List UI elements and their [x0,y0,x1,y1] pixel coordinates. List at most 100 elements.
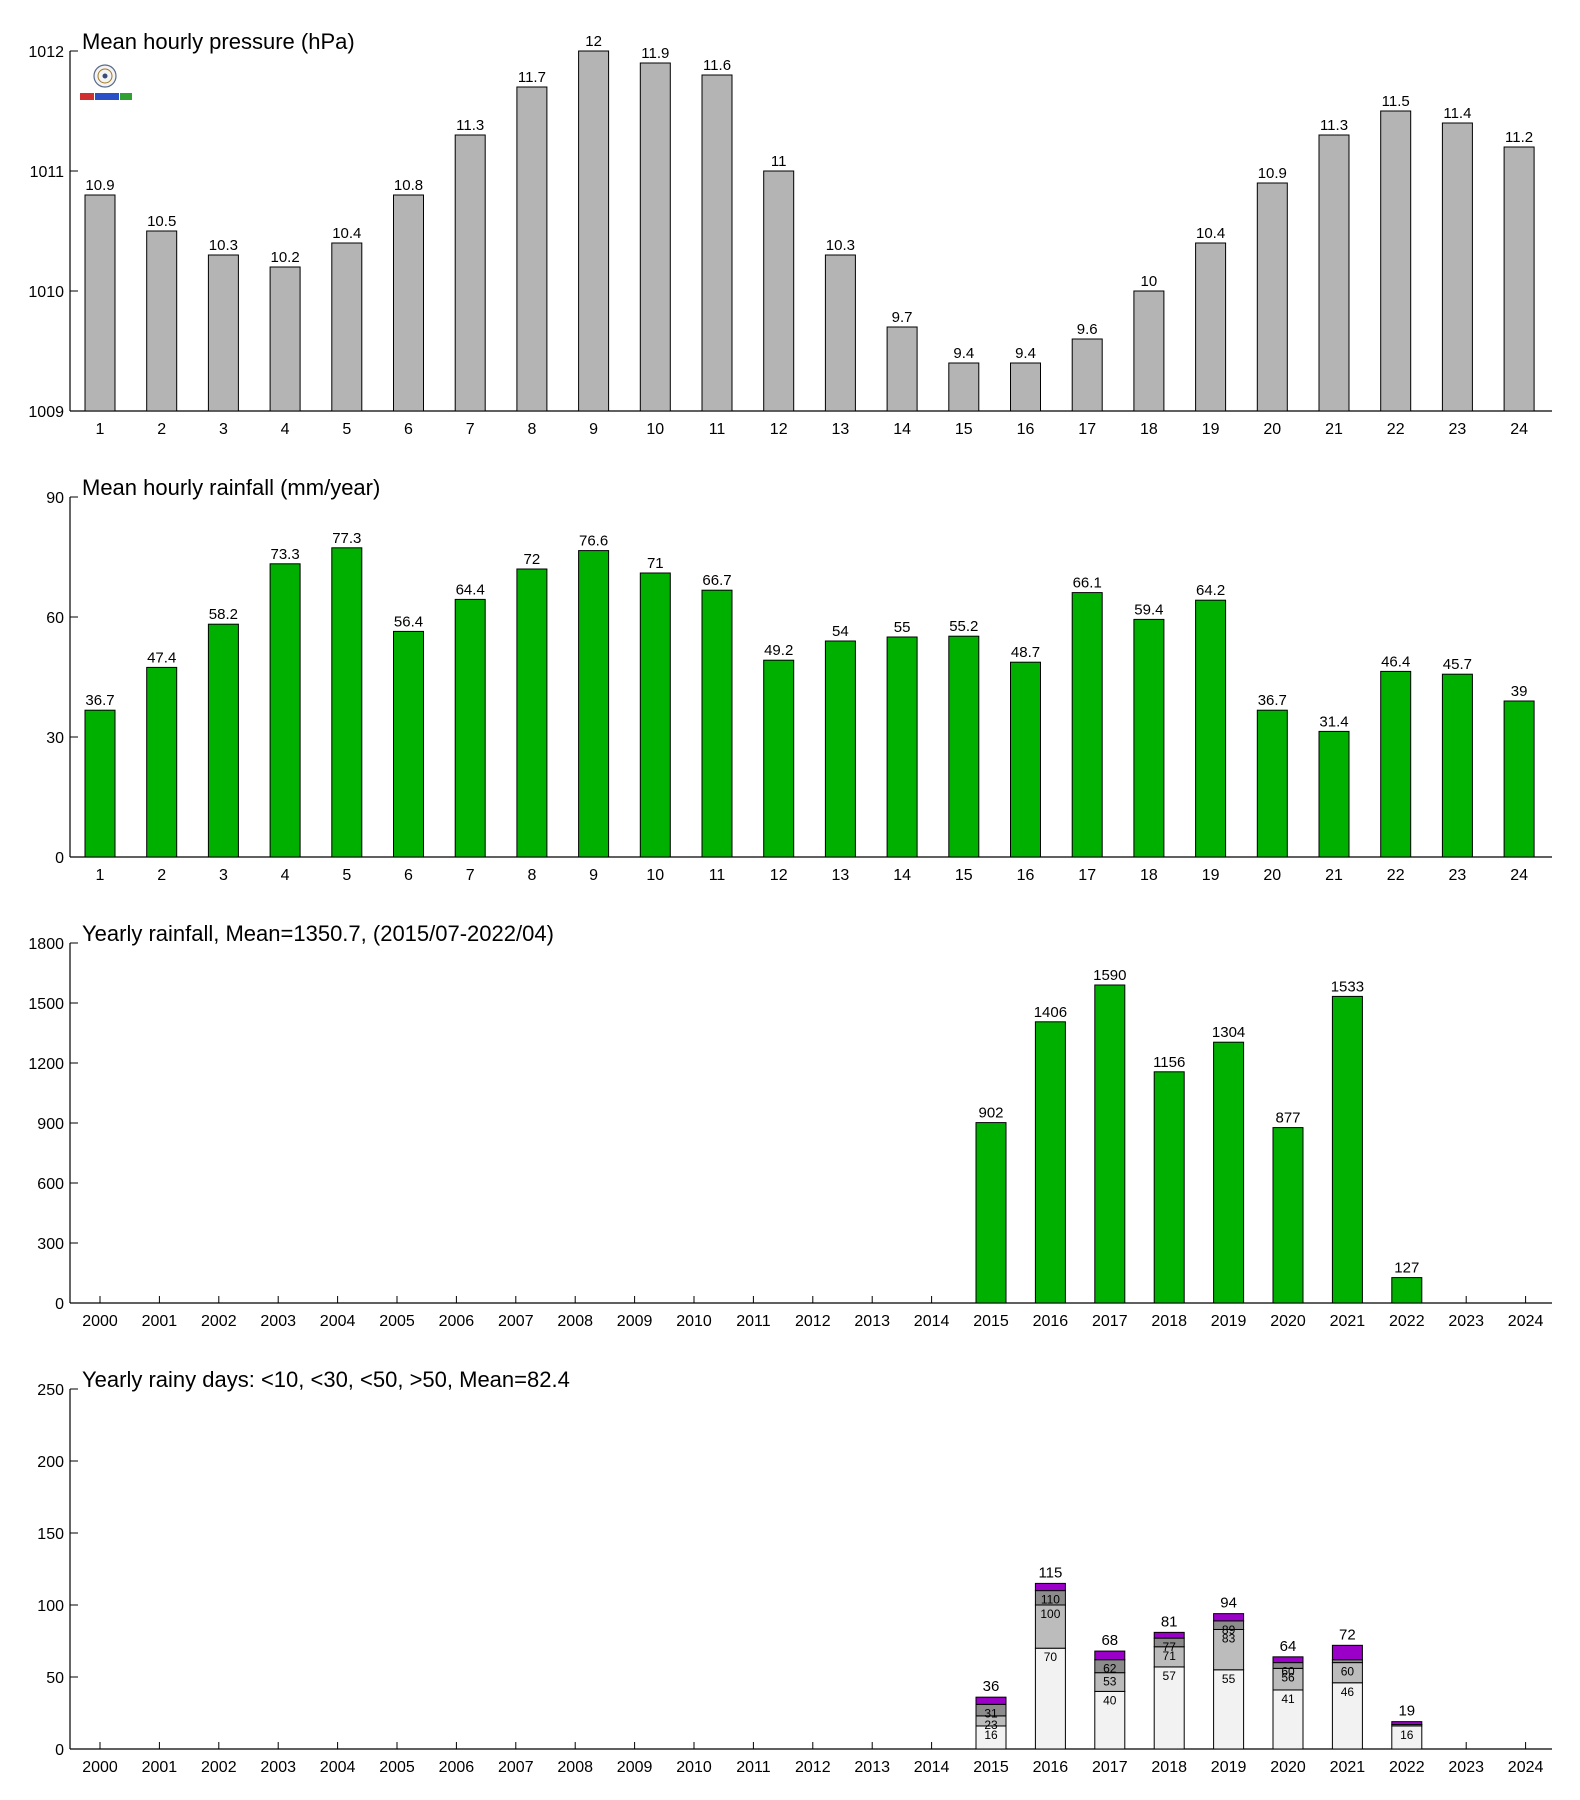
x-tick-label: 2021 [1330,1313,1366,1330]
data-label: 1533 [1331,978,1364,995]
bar-segment [1153,1666,1185,1750]
x-tick-label: 2005 [379,1313,415,1330]
x-tick-label: 5 [342,421,351,438]
x-tick-label: 2013 [854,1313,890,1330]
x-tick-label: 2008 [557,1759,593,1776]
bar [1071,592,1103,858]
data-label: 72 [524,551,541,568]
y-tick-label: 100 [37,1598,64,1615]
y-tick-label: 30 [46,730,64,747]
y-tick-label: 1200 [28,1056,64,1073]
x-tick-label: 2008 [557,1313,593,1330]
bar [1380,110,1412,412]
data-label: 10.9 [85,177,114,194]
data-label: 58.2 [209,606,238,623]
x-tick-label: 9 [589,867,598,884]
x-tick-label: 2004 [320,1759,356,1776]
data-label: 81 [1161,1613,1178,1630]
x-tick-label: 1 [96,867,105,884]
x-tick-label: 2004 [320,1313,356,1330]
y-tick-label: 900 [37,1116,64,1133]
segment-label: 56 [1281,1670,1295,1684]
bar [1272,1127,1304,1304]
bar [1034,1021,1066,1304]
panel-yearly-rain: 0 300 600 900 1200 1500 1800 2000 2001 2002 2003 20… [28,921,1552,1330]
data-label: 71 [647,555,664,572]
x-tick-label: 2 [157,867,166,884]
bar [1441,673,1473,858]
bar [948,635,980,858]
x-tick-label: 19 [1202,421,1220,438]
y-tick-label: 250 [37,1382,64,1399]
bar [1153,1071,1185,1304]
segment-label: 23 [984,1718,998,1732]
bar [1133,290,1165,412]
data-label: 36 [983,1678,1000,1695]
bar-segment [1331,1644,1363,1661]
x-tick-label: 2017 [1092,1759,1128,1776]
data-label: 877 [1275,1110,1300,1127]
bar [1071,338,1103,412]
chart-title: Yearly rainfall, Mean=1350.7, (2015/07-2… [82,921,554,946]
bar [516,86,548,412]
x-tick-label: 2024 [1508,1759,1544,1776]
data-label: 11.5 [1382,93,1410,110]
segment-label: 70 [1044,1650,1058,1664]
x-tick-label: 1 [96,421,105,438]
bar [1318,134,1350,412]
data-label: 59.4 [1134,601,1163,618]
data-label: 54 [832,623,849,640]
logo-emblem [80,64,132,100]
x-tick-label: 2002 [201,1313,237,1330]
data-label: 9.6 [1077,321,1098,338]
segment-label: 55 [1222,1672,1236,1686]
y-tick-label: 1011 [30,164,65,181]
x-tick-label: 9 [589,421,598,438]
data-label: 19 [1398,1703,1415,1720]
x-tick-label: 2016 [1033,1313,1069,1330]
x-tick-label: 2014 [914,1759,950,1776]
x-tick-label: 2015 [973,1313,1009,1330]
bar-segment [1153,1631,1185,1639]
data-label: 48.7 [1011,644,1040,661]
y-tick-label: 600 [37,1176,64,1193]
bar [146,230,178,412]
x-tick-label: 21 [1325,421,1343,438]
x-tick-label: 11 [709,421,726,438]
data-label: 11.3 [456,117,484,134]
y-tick-label: 1009 [28,404,64,421]
bar [701,589,733,858]
data-label: 10.3 [826,237,855,254]
bar [84,709,116,858]
data-label: 64.4 [456,581,485,598]
bar-segment [1034,1582,1066,1592]
segment-label: 46 [1341,1685,1355,1699]
x-tick-label: 2006 [439,1759,475,1776]
data-label: 9.7 [892,309,913,326]
x-tick-label: 7 [466,867,475,884]
x-tick-label: 23 [1449,421,1467,438]
x-tick-label: 20 [1263,421,1281,438]
data-label: 49.2 [764,642,793,659]
x-tick-label: 21 [1325,867,1343,884]
x-tick-label: 18 [1140,421,1158,438]
x-tick-label: 2016 [1033,1759,1069,1776]
x-tick-label: 7 [466,421,475,438]
x-tick-label: 2018 [1151,1313,1187,1330]
x-tick-label: 2011 [736,1313,771,1330]
segment-label: 41 [1281,1692,1295,1706]
y-tick-label: 200 [37,1454,64,1471]
data-label: 11.7 [518,69,546,86]
x-tick-label: 2010 [676,1759,712,1776]
x-tick-label: 2018 [1151,1759,1187,1776]
data-label: 36.7 [85,692,114,709]
bar [393,630,424,858]
x-tick-label: 2014 [914,1313,950,1330]
data-label: 11.6 [703,57,731,74]
x-tick-label: 24 [1510,421,1528,438]
bar [1256,182,1288,412]
bar [516,568,548,858]
data-label: 9.4 [953,345,974,362]
data-label: 72 [1339,1626,1356,1643]
